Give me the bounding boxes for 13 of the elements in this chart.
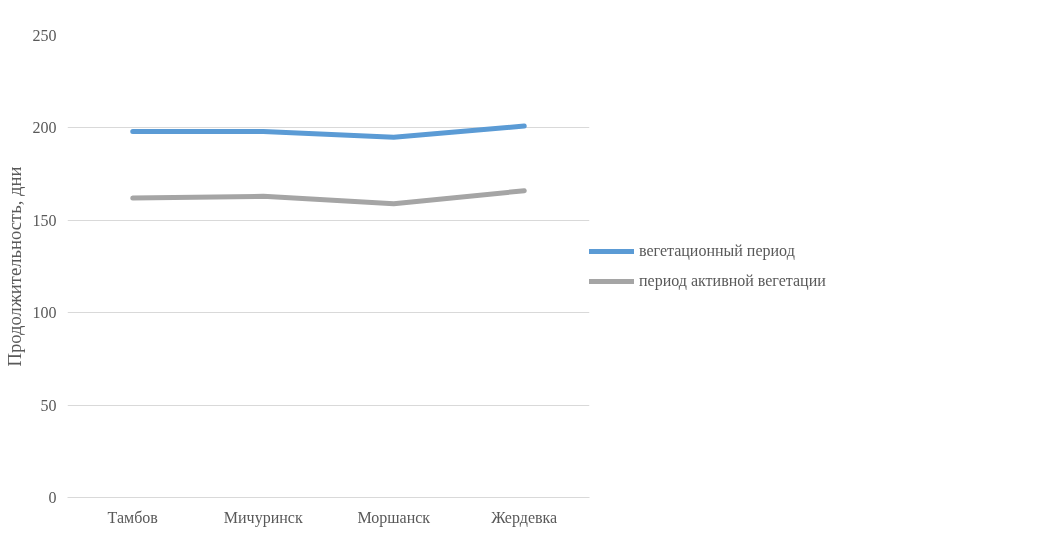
x-tick-label: Моршанск: [357, 508, 431, 527]
y-tick-label: 50: [40, 396, 57, 414]
y-tick-label: 200: [32, 119, 57, 137]
legend-label: период активной вегетации: [639, 272, 826, 290]
y-axis-title: Продолжительность, дни: [3, 166, 25, 367]
x-tick-label: Мичуринск: [223, 508, 303, 527]
x-tick-label: Тамбов: [107, 508, 159, 526]
x-tick-label: Жердевка: [491, 508, 558, 527]
y-tick-label: 250: [32, 27, 57, 44]
y-tick-label: 100: [32, 304, 57, 322]
y-tick-label: 150: [32, 211, 57, 229]
legend-label: вегетационный период: [639, 242, 795, 260]
y-tick-label: 0: [48, 489, 57, 506]
